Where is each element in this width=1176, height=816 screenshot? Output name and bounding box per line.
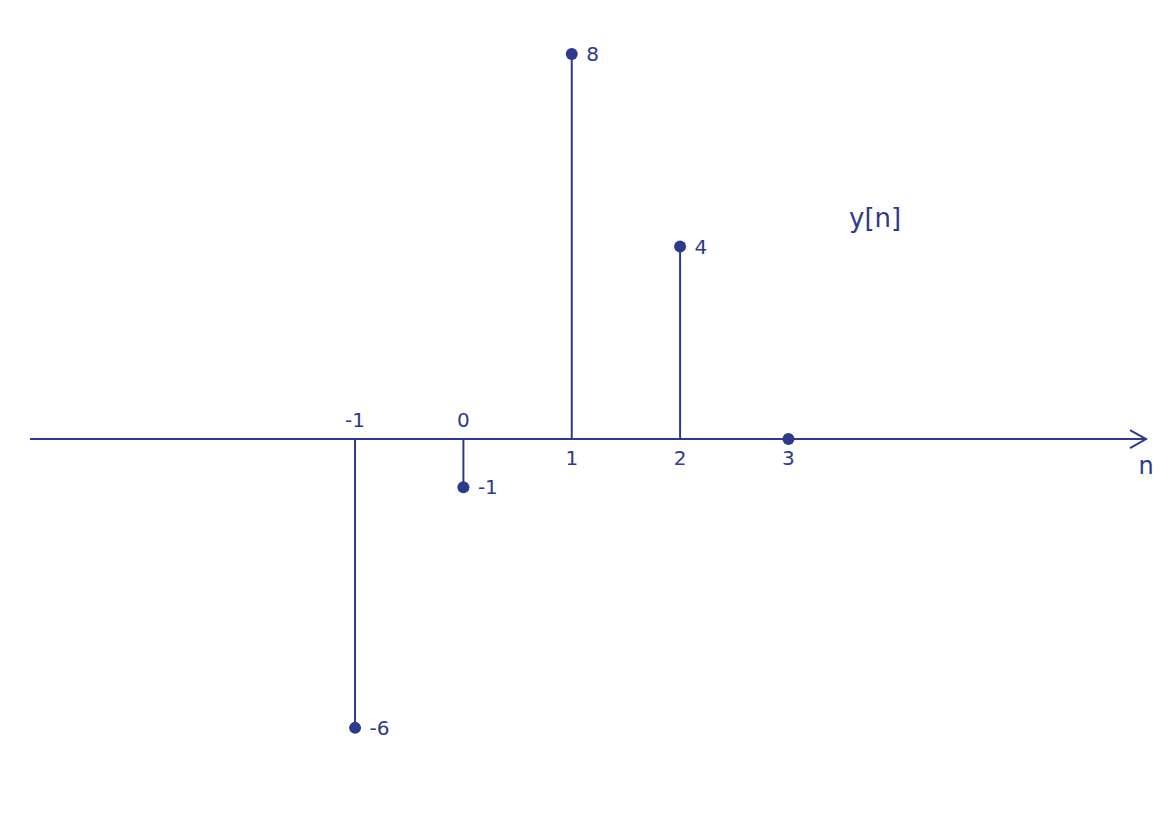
- svg-text:-6: -6: [370, 716, 390, 740]
- svg-text:1: 1: [565, 446, 578, 470]
- svg-text:8: 8: [586, 42, 599, 66]
- svg-text:2: 2: [674, 446, 687, 470]
- svg-text:3: 3: [782, 446, 795, 470]
- svg-text:-1: -1: [478, 475, 498, 499]
- svg-text:y[n]: y[n]: [849, 203, 901, 233]
- svg-text:0: 0: [457, 408, 470, 432]
- svg-text:n: n: [1138, 452, 1153, 480]
- svg-text:4: 4: [695, 235, 708, 259]
- svg-text:-1: -1: [345, 408, 365, 432]
